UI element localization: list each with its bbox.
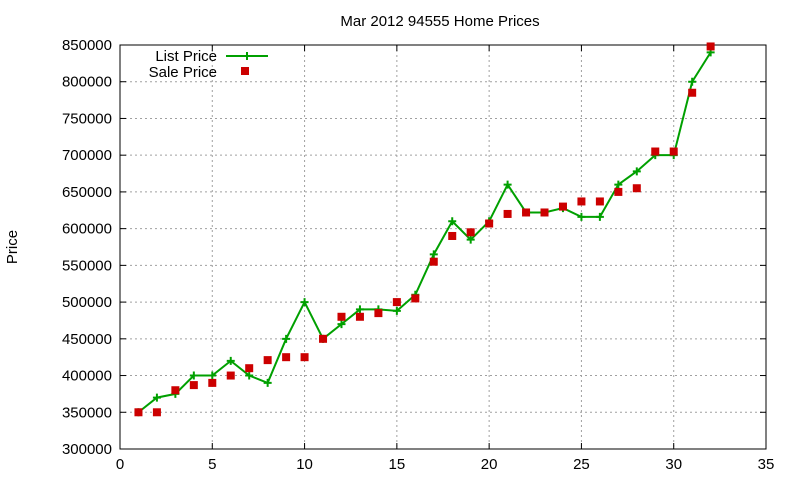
y-tick-label: 300000 bbox=[62, 441, 112, 458]
point-sale-price bbox=[466, 228, 475, 237]
point-list-price bbox=[337, 320, 346, 329]
point-sale-price bbox=[688, 88, 697, 97]
point-sale-price bbox=[485, 219, 494, 228]
point-list-price bbox=[503, 180, 512, 189]
point-sale-price bbox=[245, 364, 254, 373]
point-sale-price bbox=[189, 381, 198, 390]
x-tick-label: 15 bbox=[389, 456, 406, 473]
point-sale-price bbox=[411, 294, 420, 303]
point-list-price bbox=[448, 217, 457, 226]
x-tick-label: 0 bbox=[116, 456, 124, 473]
point-sale-price bbox=[522, 208, 531, 217]
y-tick-label: 400000 bbox=[62, 368, 112, 385]
point-sale-price bbox=[263, 356, 272, 365]
point-sale-price bbox=[669, 147, 678, 156]
chart-title: Mar 2012 94555 Home Prices bbox=[340, 13, 539, 30]
point-sale-price bbox=[632, 184, 641, 193]
point-list-price bbox=[226, 356, 235, 365]
point-sale-price bbox=[448, 231, 457, 240]
y-tick-label: 500000 bbox=[62, 294, 112, 311]
legend-label-sale-price: Sale Price bbox=[149, 64, 217, 81]
point-sale-price bbox=[134, 408, 143, 417]
legend-label-list-price: List Price bbox=[155, 48, 217, 65]
point-list-price bbox=[577, 212, 586, 221]
point-sale-price bbox=[152, 408, 161, 417]
point-sale-price bbox=[226, 371, 235, 380]
x-tick-label: 25 bbox=[573, 456, 590, 473]
y-tick-label: 750000 bbox=[62, 110, 112, 127]
point-list-price bbox=[392, 306, 401, 315]
point-sale-price bbox=[503, 209, 512, 218]
point-list-price bbox=[632, 167, 641, 176]
point-sale-price bbox=[706, 42, 715, 51]
point-sale-price bbox=[300, 353, 309, 362]
point-sale-price bbox=[282, 353, 291, 362]
point-list-price bbox=[466, 235, 475, 244]
point-sale-price bbox=[540, 208, 549, 217]
point-sale-price bbox=[319, 334, 328, 343]
x-tick-label: 10 bbox=[296, 456, 313, 473]
legend-marker-sale-price bbox=[241, 67, 249, 75]
y-tick-label: 600000 bbox=[62, 221, 112, 238]
point-list-price bbox=[152, 393, 161, 402]
point-sale-price bbox=[614, 187, 623, 196]
point-list-price bbox=[189, 371, 198, 380]
point-sale-price bbox=[558, 202, 567, 211]
point-sale-price bbox=[595, 197, 604, 206]
point-list-price bbox=[688, 77, 697, 86]
x-tick-label: 20 bbox=[481, 456, 498, 473]
point-sale-price bbox=[577, 197, 586, 206]
x-tick-label: 35 bbox=[758, 456, 775, 473]
series-line-list-price bbox=[137, 51, 712, 414]
y-axis-label: Price bbox=[4, 230, 21, 264]
point-list-price bbox=[208, 371, 217, 380]
point-sale-price bbox=[651, 147, 660, 156]
axes bbox=[119, 44, 767, 450]
series bbox=[134, 42, 715, 417]
point-list-price bbox=[595, 212, 604, 221]
point-list-price bbox=[245, 371, 254, 380]
legend-marker-list-price bbox=[243, 52, 251, 60]
y-tick-label: 450000 bbox=[62, 331, 112, 348]
x-tick-label: 30 bbox=[665, 456, 682, 473]
y-tick-label: 850000 bbox=[62, 37, 112, 54]
plot-frame bbox=[119, 44, 767, 450]
point-list-price bbox=[429, 250, 438, 259]
y-tick-label: 700000 bbox=[62, 147, 112, 164]
point-list-price bbox=[614, 180, 623, 189]
point-sale-price bbox=[171, 386, 180, 395]
point-list-price bbox=[263, 378, 272, 387]
point-list-price bbox=[300, 298, 309, 307]
y-tick-label: 550000 bbox=[62, 257, 112, 274]
point-sale-price bbox=[208, 378, 217, 387]
point-sale-price bbox=[429, 257, 438, 266]
point-sale-price bbox=[337, 312, 346, 321]
point-list-price bbox=[355, 305, 364, 314]
point-sale-price bbox=[355, 312, 364, 321]
point-list-price bbox=[282, 334, 291, 343]
point-sale-price bbox=[374, 309, 383, 318]
grid bbox=[120, 45, 766, 449]
point-sale-price bbox=[392, 298, 401, 307]
x-tick-label: 5 bbox=[208, 456, 216, 473]
ticks: 0 5 10 15 20 25 30 35 300000 350000 400000 450000 50… bbox=[62, 37, 774, 473]
y-tick-label: 800000 bbox=[62, 74, 112, 91]
y-tick-label: 350000 bbox=[62, 404, 112, 421]
y-tick-label: 650000 bbox=[62, 184, 112, 201]
